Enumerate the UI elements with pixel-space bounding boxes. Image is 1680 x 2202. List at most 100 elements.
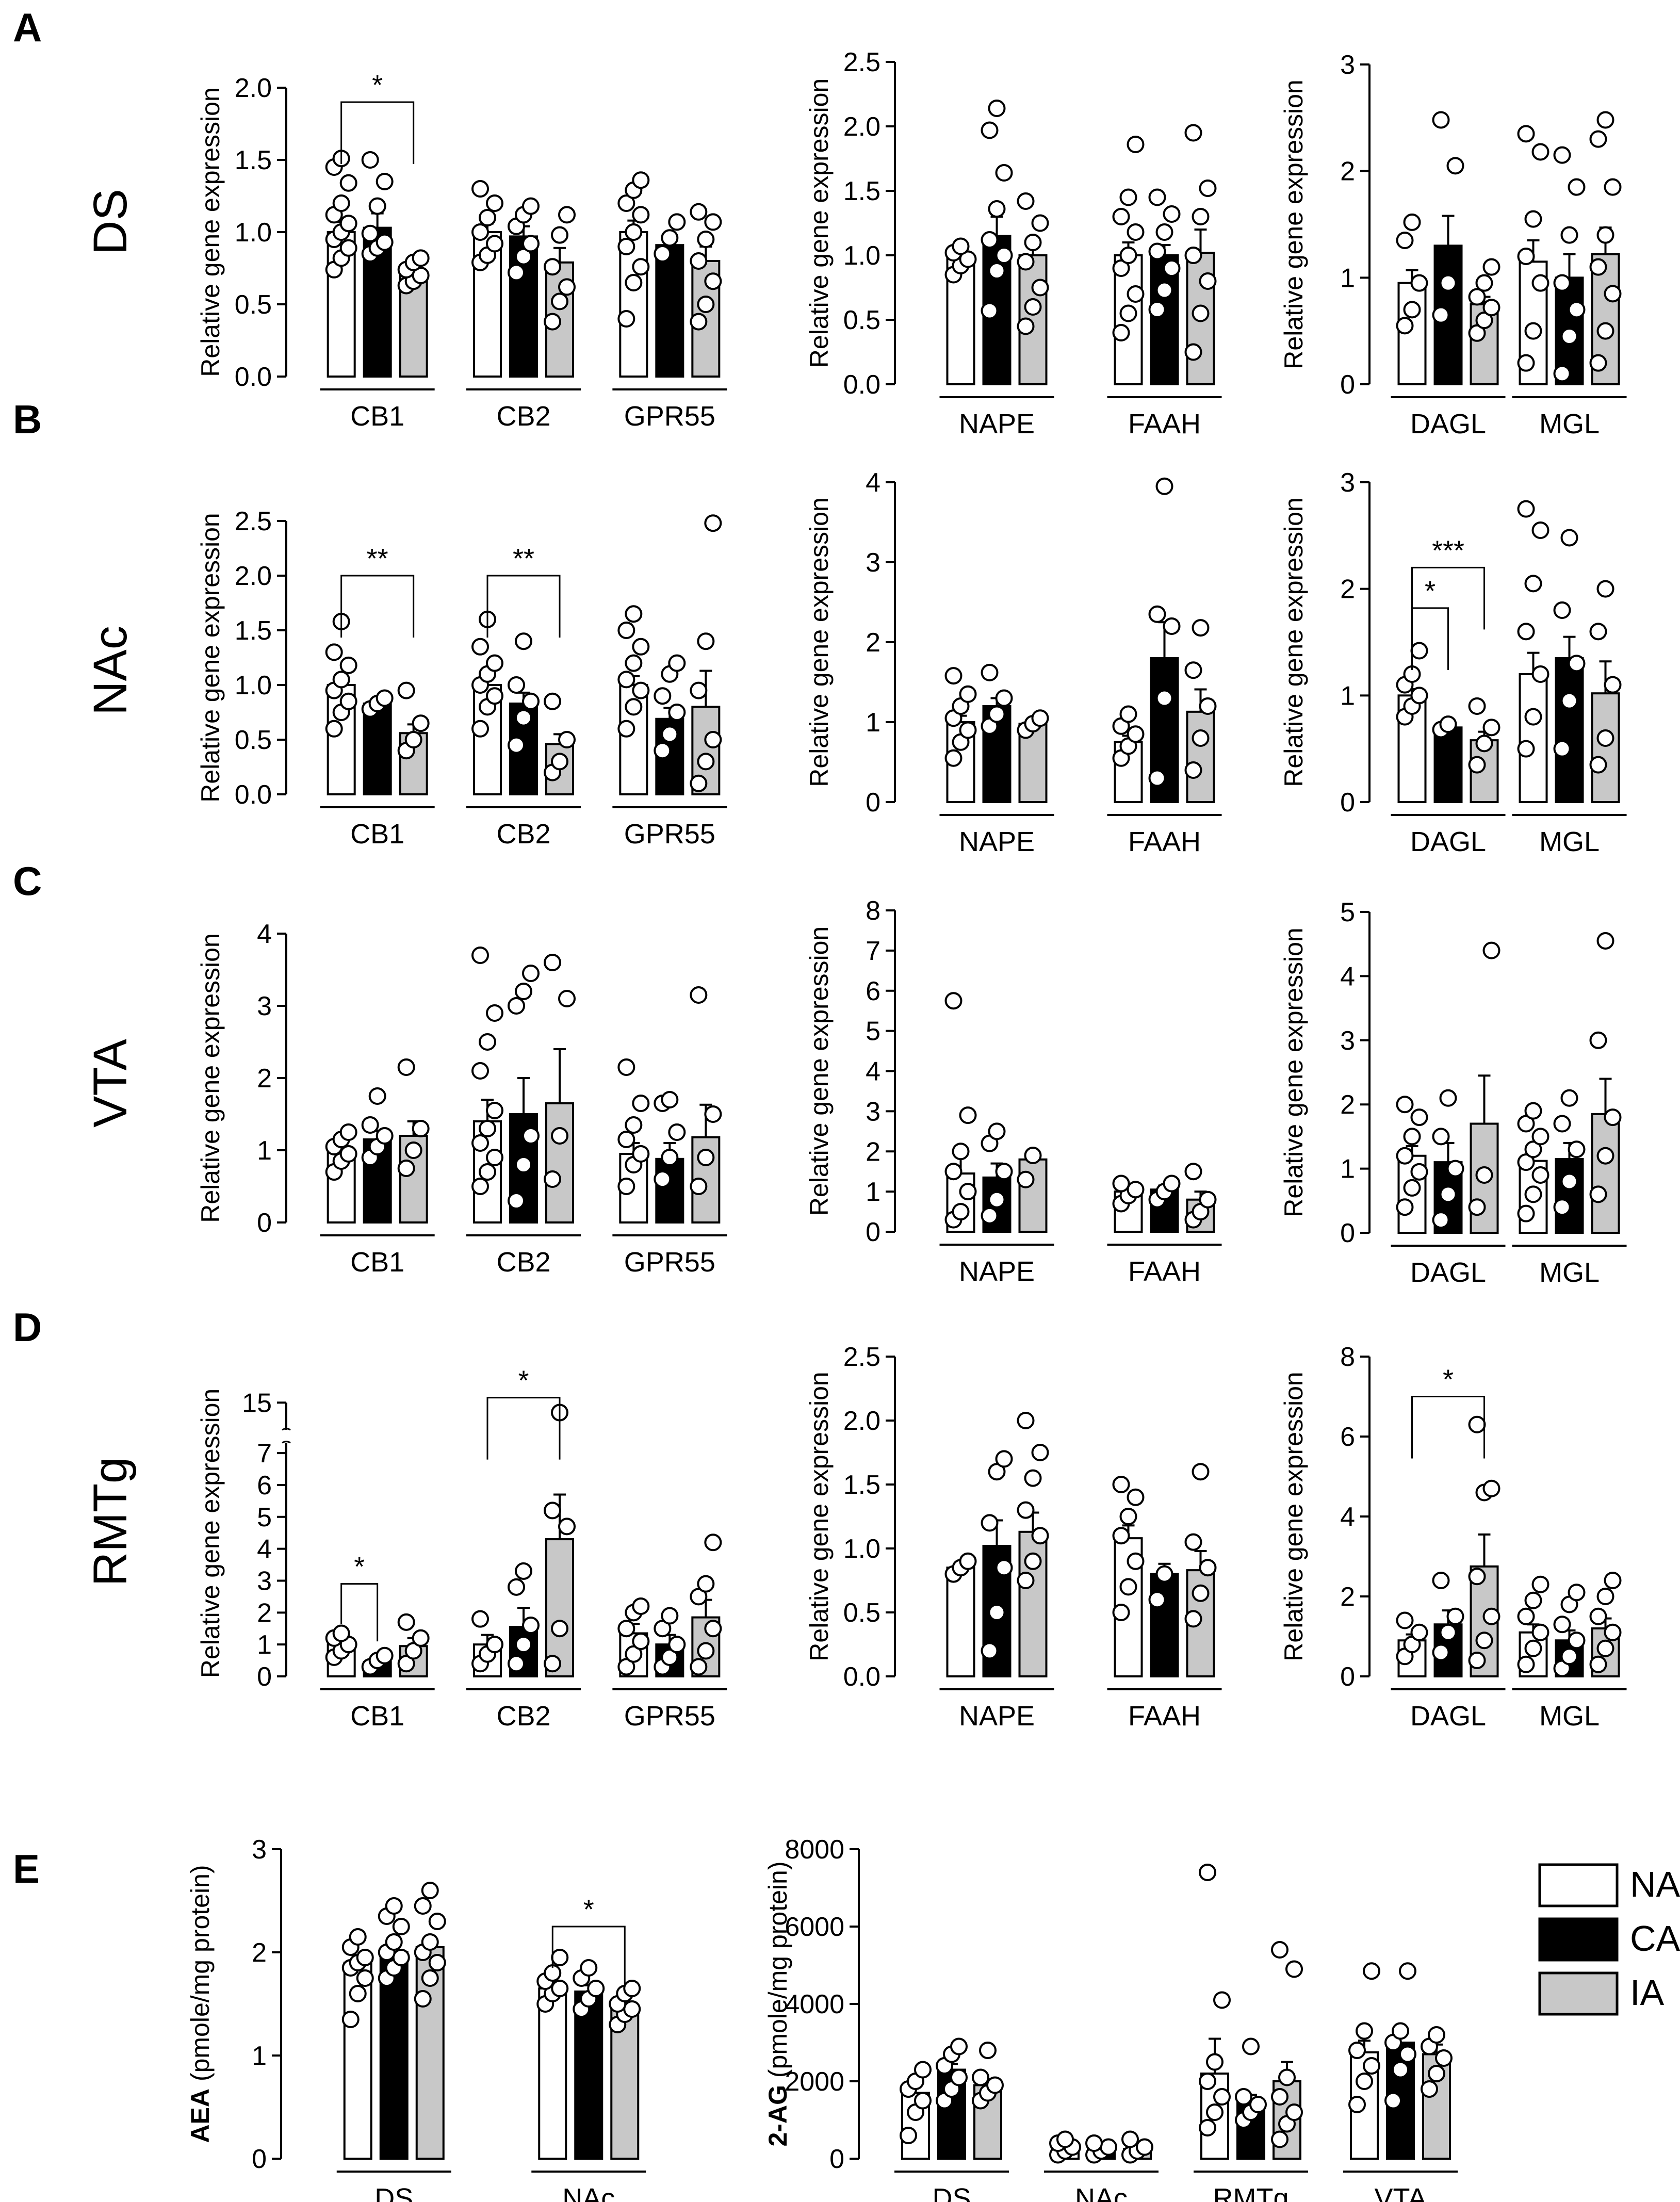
- data-point: [486, 1102, 503, 1119]
- data-point: [959, 685, 977, 703]
- data-point: [1206, 2103, 1224, 2121]
- data-point: [361, 224, 379, 242]
- data-point: [486, 1149, 503, 1166]
- x-category-label: GPR55: [624, 401, 715, 432]
- data-point: [1428, 2065, 1445, 2082]
- data-point: [1596, 729, 1614, 747]
- x-category-label: CB1: [350, 1701, 404, 1732]
- x-category-label: CB2: [496, 819, 550, 850]
- y-tick-label: 8000: [785, 1835, 844, 1865]
- y-tick-label: 0.0: [235, 362, 272, 392]
- data-point: [1392, 2061, 1409, 2079]
- data-point: [704, 272, 722, 290]
- data-point: [376, 1127, 394, 1145]
- data-point: [1285, 2103, 1303, 2121]
- y-axis-label: Relative gene expression: [196, 87, 225, 377]
- data-point: [587, 1980, 605, 1997]
- panel-letter-A: A: [13, 5, 42, 50]
- data-point: [1396, 1096, 1414, 1114]
- data-point: [1192, 304, 1210, 322]
- data-point: [471, 223, 489, 241]
- data-point: [1184, 761, 1202, 779]
- data-point: [995, 1559, 1013, 1577]
- y-tick-label: 0: [257, 1208, 272, 1238]
- data-point: [1112, 1527, 1130, 1545]
- significance-label: *: [372, 70, 383, 101]
- data-point: [325, 720, 343, 738]
- significance-bracket: [340, 101, 415, 164]
- y-axis-label-unit: (pmole/mg protein): [763, 1862, 792, 2085]
- y-tick-label: 1.0: [843, 1534, 880, 1564]
- data-point: [995, 1163, 1013, 1181]
- data-point: [1155, 1565, 1173, 1583]
- data-point: [1517, 1655, 1535, 1673]
- data-point: [544, 258, 561, 276]
- data-point: [704, 1534, 722, 1552]
- data-point: [471, 1610, 489, 1628]
- data-point: [1410, 1163, 1428, 1181]
- y-tick-label: 2: [1340, 1090, 1355, 1120]
- data-point: [558, 278, 576, 296]
- y-tick-label: 8: [1340, 1342, 1355, 1372]
- data-point: [1148, 605, 1166, 623]
- x-category-label: CB2: [496, 1247, 550, 1278]
- data-point: [988, 1604, 1006, 1621]
- data-point: [1085, 2134, 1103, 2152]
- data-point: [558, 206, 576, 224]
- data-point: [1403, 301, 1421, 319]
- data-point: [1482, 719, 1500, 737]
- data-point: [959, 1183, 977, 1201]
- chart-C2: 0 1 2 3 4 5 6 7 8 Relative gene expression NAPE FAA…: [805, 896, 1222, 1287]
- data-point: [1148, 769, 1166, 787]
- data-point: [1446, 1160, 1464, 1178]
- data-point: [551, 753, 568, 771]
- data-point: [1163, 205, 1181, 223]
- data-point: [361, 151, 379, 169]
- data-point: [1439, 1185, 1457, 1203]
- data-point: [1348, 2042, 1366, 2059]
- x-category-label: GPR55: [624, 1701, 715, 1732]
- bar-mgl-ca: [1555, 657, 1584, 803]
- data-point: [376, 233, 394, 251]
- data-point: [617, 310, 635, 328]
- data-point: [704, 514, 722, 532]
- data-point: [1531, 1128, 1549, 1146]
- data-point: [1356, 2022, 1373, 2040]
- data-point: [1119, 1578, 1137, 1596]
- bar-nac-ca: [574, 1991, 604, 2160]
- y-axis-label: AEA (pmole/mg protein): [186, 1865, 215, 2143]
- data-point: [632, 1597, 650, 1615]
- data-point: [617, 720, 635, 738]
- y-tick-label: 1.0: [235, 218, 272, 248]
- data-point: [1199, 180, 1217, 197]
- data-point: [1560, 328, 1578, 345]
- data-point: [1031, 709, 1049, 727]
- data-point: [412, 249, 430, 267]
- data-point: [995, 247, 1013, 264]
- data-point: [617, 1178, 635, 1195]
- data-point: [617, 1058, 635, 1076]
- panel-letter-D: D: [13, 1304, 42, 1350]
- data-point: [1285, 1960, 1303, 1978]
- data-point: [1017, 1501, 1035, 1519]
- axis-break-mark: [282, 1428, 291, 1431]
- y-tick-label: 0: [1340, 788, 1355, 818]
- data-point: [690, 1178, 708, 1195]
- data-point: [1468, 324, 1486, 342]
- x-category-label: DAGL: [1410, 1257, 1486, 1288]
- data-point: [341, 2011, 360, 2028]
- data-point: [421, 1933, 439, 1951]
- y-tick-label: 0.5: [235, 290, 272, 320]
- data-point: [1024, 1469, 1042, 1487]
- data-point: [1192, 1463, 1210, 1481]
- data-point: [1163, 1175, 1181, 1193]
- data-point: [1568, 1632, 1586, 1650]
- data-point: [632, 681, 650, 699]
- chart-B2: 0 1 2 3 4 Relative gene expression NAPE FAAH: [805, 468, 1222, 857]
- data-point: [1531, 274, 1549, 292]
- data-point: [1596, 1147, 1614, 1165]
- data-point: [1192, 619, 1210, 637]
- y-tick-label: 3: [866, 1097, 880, 1127]
- x-category-label: CB1: [350, 401, 404, 432]
- y-tick-label: 2: [1340, 1582, 1355, 1612]
